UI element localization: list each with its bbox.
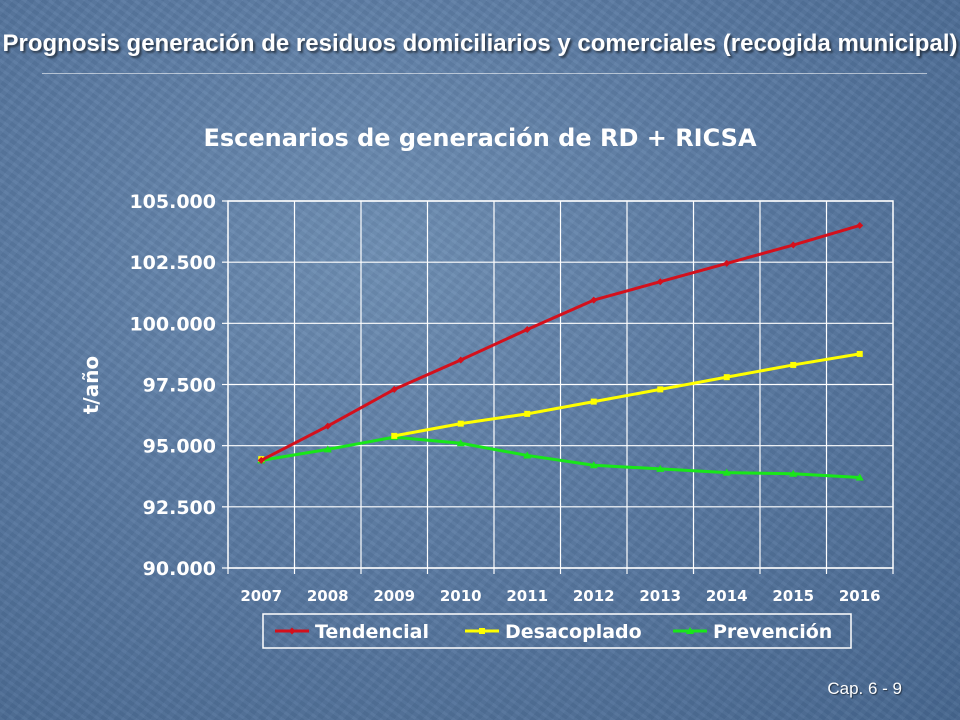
series-line — [393, 352, 860, 438]
slide-title: Prognosis generación de residuos domicil… — [2, 30, 958, 57]
data-point — [789, 241, 797, 249]
y-tick-label: 92.500 — [143, 497, 216, 519]
x-tick-label: 2014 — [706, 587, 748, 605]
data-point — [656, 278, 664, 286]
data-point — [722, 468, 731, 476]
y-tick-label: 100.000 — [129, 313, 216, 335]
legend-label: Desacoplado — [505, 621, 642, 643]
x-tick-label: 2016 — [839, 587, 881, 605]
data-point — [656, 464, 665, 472]
x-tick-label: 2015 — [772, 587, 814, 605]
legend-swatch-marker — [479, 628, 485, 634]
data-point — [789, 469, 798, 477]
x-tick-label: 2007 — [240, 587, 282, 605]
data-point — [523, 451, 532, 459]
data-point — [524, 410, 531, 417]
data-point — [390, 385, 398, 393]
y-tick-label: 102.500 — [129, 252, 216, 274]
y-tick-label: 95.000 — [143, 436, 216, 458]
data-point — [257, 456, 265, 464]
data-point — [657, 386, 664, 393]
data-point — [790, 361, 797, 368]
title-divider — [42, 73, 927, 74]
data-point — [590, 296, 598, 304]
data-point — [523, 325, 531, 333]
x-tick-label: 2012 — [573, 587, 615, 605]
data-point — [723, 259, 731, 267]
legend-box — [262, 613, 852, 649]
data-point — [391, 432, 398, 439]
y-tick-label: 90.000 — [143, 558, 216, 580]
legend-label: Prevención — [713, 621, 832, 643]
data-point — [855, 473, 864, 481]
data-point — [589, 461, 598, 469]
data-point — [856, 350, 863, 357]
x-tick-label: 2010 — [440, 587, 482, 605]
series-line — [261, 435, 860, 479]
data-point — [723, 374, 730, 381]
plot-area: 90.000 92.500 95.000 97.500 100.000 102.500 10… — [129, 191, 894, 605]
legend-label: Tendencial — [315, 621, 429, 643]
y-tick-label: 105.000 — [129, 191, 216, 213]
series-tendencial — [257, 221, 864, 464]
data-point — [323, 445, 332, 453]
data-point — [457, 420, 464, 427]
legend: Tendencial Desacoplado Prevención — [262, 613, 852, 649]
x-tick-label: 2009 — [373, 587, 415, 605]
y-axis-title: t/año — [79, 356, 103, 414]
chart-title: Escenarios de generación de RD + RICSA — [203, 124, 756, 152]
x-tick-label: 2011 — [506, 587, 548, 605]
data-point — [590, 398, 597, 405]
x-tick-label: 2008 — [307, 587, 349, 605]
data-point — [856, 221, 864, 229]
page-number: Cap. 6 - 9 — [827, 679, 902, 698]
y-tick-label: 97.500 — [143, 375, 216, 397]
legend-swatch-marker — [288, 627, 296, 635]
data-point — [324, 422, 332, 430]
data-point — [457, 356, 465, 364]
data-point — [456, 439, 465, 447]
x-tick-label: 2013 — [639, 587, 681, 605]
series-line — [260, 224, 861, 462]
legend-swatch-marker — [686, 627, 694, 634]
